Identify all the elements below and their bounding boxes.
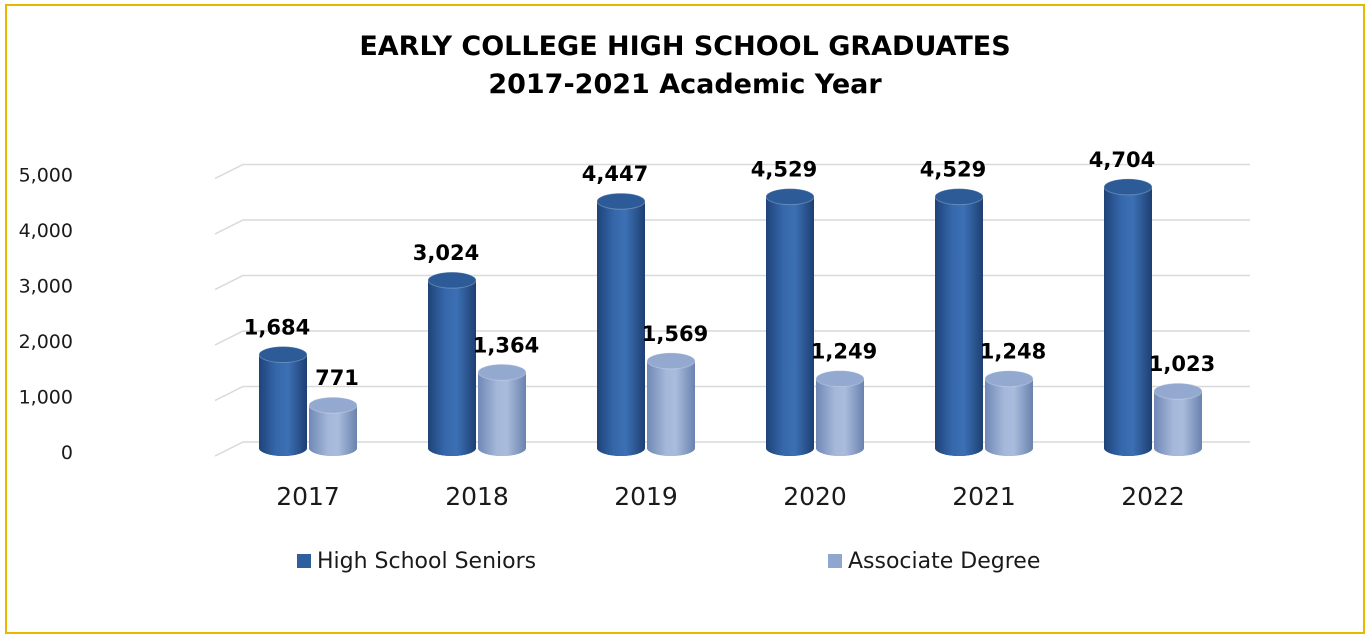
bar-associate-degree-2022 [1153,382,1203,456]
chart-title: EARLY COLLEGE HIGH SCHOOL GRADUATES 2017… [0,28,1370,104]
legend-associate-degree: Associate Degree [828,546,1040,576]
bar-body [935,196,983,456]
gridline [214,330,1250,346]
data-label: 4,447 [582,162,648,186]
bar-associate-degree-2021 [984,370,1034,456]
data-label: 1,569 [642,322,708,346]
data-label: 771 [315,366,359,390]
bar-top [596,192,646,210]
bar-high-school-seniors-2022 [1103,178,1153,457]
gridline [214,163,1250,180]
y-tick-label: 4,000 [19,220,73,242]
bar-body [597,201,645,456]
bar-body [259,354,307,456]
data-label: 3,024 [413,241,479,265]
x-tick-label: 2017 [276,482,340,511]
chart-title-line-2: 2017-2021 Academic Year [488,69,882,100]
legend-label-associate-degree: Associate Degree [848,548,1041,574]
bar-top [1103,178,1153,196]
gridline [214,441,1250,457]
bar-body [766,196,814,456]
bar-high-school-seniors-2019 [596,192,646,456]
data-label: 4,704 [1089,148,1155,172]
y-tick-label: 0 [61,442,73,464]
x-tick-label: 2021 [952,482,1016,511]
data-labels: 1,684 771 3,024 1,364 4,447 1,569 4,529 1,249 4,… [244,148,1215,390]
data-label: 1,684 [244,316,310,340]
chart-title-line-1: EARLY COLLEGE HIGH SCHOOL GRADUATES [359,31,1011,62]
data-label: 4,529 [751,158,817,182]
bar-top [477,363,527,381]
y-tick-label: 5,000 [19,165,73,187]
y-tick-label: 1,000 [19,387,73,409]
bar-associate-degree-2020 [815,370,865,456]
legend-swatch-high-school-seniors [297,554,311,568]
x-tick-labels: 2017 2018 2019 2020 2021 2022 [276,482,1185,511]
legend-label-high-school-seniors: High School Seniors [317,548,537,574]
data-label: 1,023 [1149,352,1215,376]
bar-body [1104,186,1152,457]
bar-body [985,378,1033,456]
legend-swatch-associate-degree [828,554,842,568]
x-tick-label: 2020 [783,482,847,511]
bar-top [427,271,477,289]
bar-body [478,372,526,456]
data-label: 4,529 [920,158,986,182]
bar-body [816,378,864,456]
bar-body [428,280,476,456]
x-tick-label: 2019 [614,482,678,511]
data-label: 1,248 [980,340,1046,364]
bar-associate-degree-2018 [477,363,527,456]
bar-associate-degree-2019 [646,352,696,456]
y-tick-labels: 0 1,000 2,000 3,000 4,000 5,000 [19,165,73,465]
gridlines [214,163,1250,457]
gridline [214,385,1250,402]
y-tick-label: 3,000 [19,276,73,298]
bar-body [1154,391,1202,456]
x-tick-label: 2022 [1121,482,1185,511]
bar-top [308,396,358,414]
bar-high-school-seniors-2020 [765,188,815,456]
legend-high-school-seniors: High School Seniors [297,546,536,576]
x-tick-label: 2018 [445,482,509,511]
bar-high-school-seniors-2021 [934,188,984,456]
bar-top [934,188,984,206]
bar-body [309,405,357,456]
data-label: 1,249 [811,340,877,364]
bar-top [984,370,1034,388]
gridline [214,219,1250,235]
gridline [214,274,1250,291]
bar-associate-degree-2017 [308,396,358,456]
bar-top [258,346,308,364]
bars [258,178,1203,457]
bar-top [765,188,815,206]
bar-top [815,370,865,388]
bar-top [1153,382,1203,400]
y-tick-label: 2,000 [19,331,73,353]
bar-high-school-seniors-2018 [427,271,477,456]
bar-top [646,352,696,370]
bar-body [647,360,695,456]
data-label: 1,364 [473,333,539,357]
bar-high-school-seniors-2017 [258,346,308,456]
